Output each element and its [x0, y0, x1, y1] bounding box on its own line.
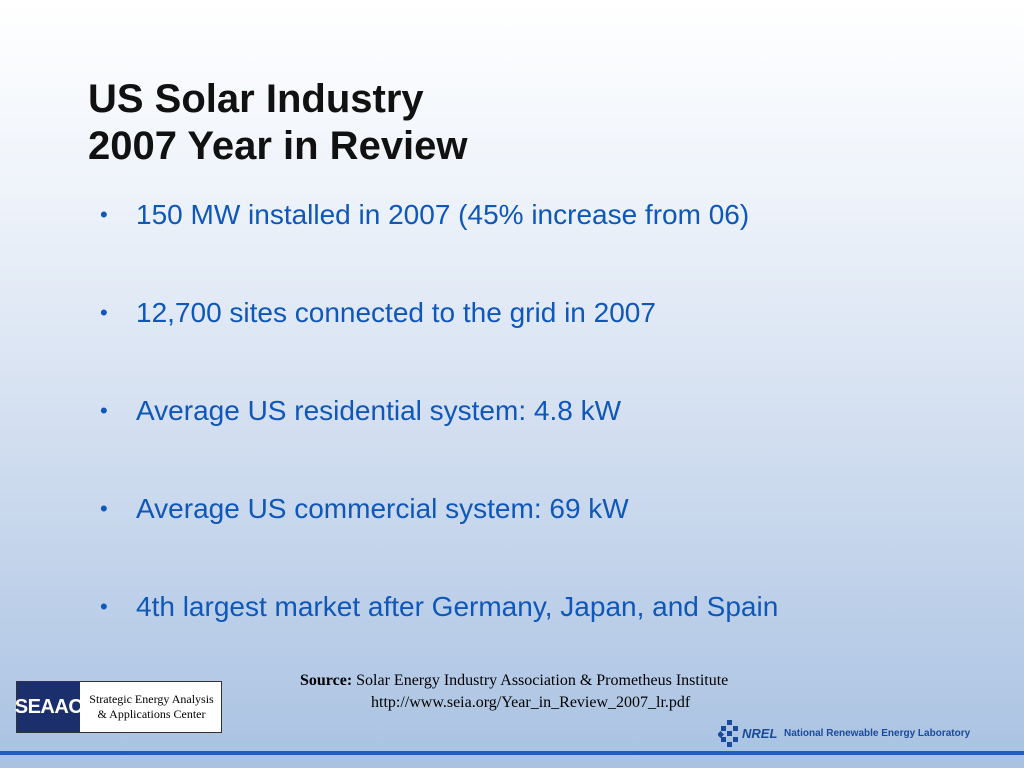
bullet-text: 4th largest market after Germany, Japan,…	[136, 591, 779, 622]
footer-divider	[0, 751, 1024, 755]
slide-title-line2: 2007 Year in Review	[88, 124, 468, 168]
bullet-item: • 4th largest market after Germany, Japan…	[100, 585, 778, 629]
nrel-logo-name: National Renewable Energy Laboratory	[784, 727, 971, 739]
seaac-logo-line1: Strategic Energy Analysis	[89, 692, 214, 706]
bullet-item: • Average US residential system: 4.8 kW	[100, 389, 778, 433]
bullet-text: Average US commercial system: 69 kW	[136, 493, 629, 524]
bullet-text: Average US residential system: 4.8 kW	[136, 395, 622, 426]
bullet-text: 12,700 sites connected to the grid in 20…	[136, 297, 656, 328]
slide-title-line1: US Solar Industry	[88, 77, 424, 121]
bullet-dot-icon: •	[100, 496, 108, 521]
bullet-item: • 150 MW installed in 2007 (45% increase …	[100, 193, 778, 237]
seaac-logo-mark: SEAAC	[15, 682, 83, 732]
nrel-logo-mark: NREL	[742, 726, 777, 741]
bullet-item: • Average US commercial system: 69 kW	[100, 487, 778, 531]
seaac-logo: SEAAC Strategic Energy Analysis & Applic…	[15, 681, 222, 733]
source-citation: Source: Solar Energy Industry Associatio…	[300, 670, 728, 714]
nrel-logo: NREL National Renewable Energy Laborator…	[718, 718, 970, 748]
source-text: Solar Energy Industry Association & Prom…	[356, 672, 729, 689]
source-label: Source:	[300, 672, 353, 689]
bullet-dot-icon: •	[100, 594, 108, 619]
seaac-logo-name: Strategic Energy Analysis & Applications…	[82, 682, 221, 732]
bullet-dot-icon: •	[100, 202, 108, 227]
nrel-logo-icon: NREL	[718, 720, 777, 747]
bullet-text: 150 MW installed in 2007 (45% increase f…	[136, 199, 750, 230]
bullet-item: • 12,700 sites connected to the grid in 2…	[100, 291, 778, 335]
bullet-dot-icon: •	[100, 398, 108, 423]
slide-title: US Solar Industry 2007 Year in Review	[88, 76, 468, 170]
bullet-dot-icon: •	[100, 300, 108, 325]
source-url: http://www.seia.org/Year_in_Review_2007_…	[371, 694, 691, 711]
seaac-logo-line2: & Applications Center	[97, 707, 206, 721]
bullet-list: • 150 MW installed in 2007 (45% increase …	[100, 193, 778, 629]
